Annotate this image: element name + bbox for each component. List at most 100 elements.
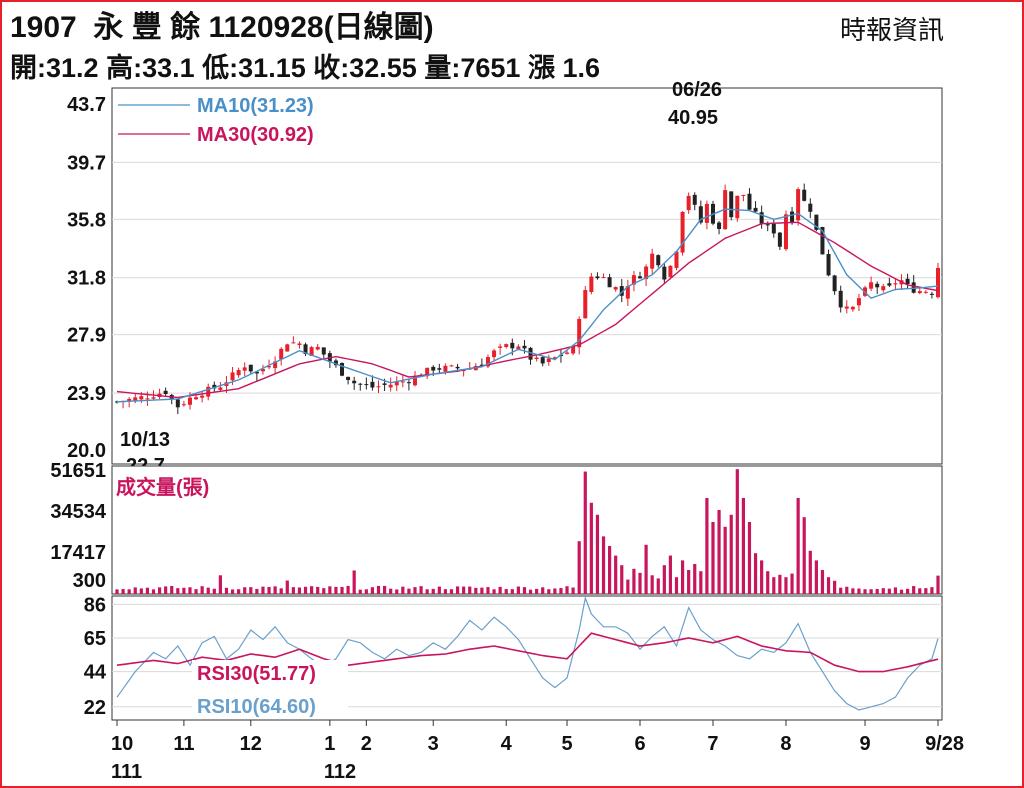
candle-body — [856, 298, 861, 306]
candle-body — [303, 344, 308, 354]
volume-bar — [565, 586, 569, 594]
rsi-tick-label: 22 — [84, 697, 106, 719]
volume-bar — [522, 587, 527, 594]
date-code: 1120928 — [208, 11, 324, 44]
candle-body — [528, 347, 533, 360]
volume-bar — [851, 588, 855, 594]
volume-bar — [626, 579, 630, 594]
volume-bar — [358, 589, 362, 594]
volume-bar — [413, 587, 417, 594]
x-tick-label: 8 — [780, 733, 791, 755]
candle-body — [455, 366, 460, 369]
candle-body — [163, 390, 168, 395]
x-tick-label: 2 — [361, 733, 372, 755]
x-tick-label: 11 — [173, 733, 194, 755]
quote-open: 31.2 — [46, 53, 99, 83]
ma10-line — [116, 208, 939, 403]
quote-summary: 開:31.2 高:33.1 低:31.15 收:32.55 量:7651 漲 1… — [10, 53, 600, 83]
candle-body — [923, 291, 928, 293]
candle-body — [230, 372, 235, 381]
volume-bar — [820, 569, 825, 594]
x-tick-label: 4 — [501, 733, 513, 755]
candle-body — [917, 291, 922, 294]
volume-bar — [583, 471, 587, 594]
volume-bar — [571, 587, 575, 594]
volume-bar — [218, 575, 222, 594]
volume-bar — [486, 587, 490, 594]
volume-bar — [395, 589, 399, 594]
price-panel-border — [111, 87, 943, 465]
volume-bars — [115, 469, 940, 594]
volume-bar — [601, 536, 606, 594]
candle-body — [844, 306, 849, 309]
candle-body — [668, 265, 673, 277]
volume-bar — [808, 550, 812, 594]
rsi-legend: RSI30(51.77) RSI10(64.60) — [192, 660, 348, 718]
candle-body — [601, 277, 606, 279]
candle-body — [631, 275, 636, 285]
volume-bar — [267, 586, 271, 594]
candle-body — [595, 276, 600, 279]
volume-bar — [632, 568, 636, 594]
high-date-annotation: 06/26 — [672, 79, 722, 101]
candle-body — [887, 283, 892, 286]
candle-body — [826, 254, 831, 276]
candle-body — [115, 401, 119, 403]
volume-bar — [662, 565, 666, 594]
price-tick-label: 43.7 — [67, 94, 106, 116]
candle-body — [242, 367, 247, 371]
volume-bar — [595, 514, 600, 594]
volume-bar — [547, 589, 551, 594]
volume-bar — [741, 497, 745, 594]
volume-bar — [608, 545, 612, 594]
volume-bar — [802, 517, 806, 594]
volume-bar — [766, 571, 770, 594]
candle-body — [516, 346, 521, 350]
rsi30-legend-bg — [192, 660, 348, 684]
candle-body — [546, 358, 551, 363]
candle-body — [285, 344, 290, 352]
candle-body — [771, 223, 776, 234]
volume-tick-label: 300 — [73, 570, 106, 592]
candle-body — [753, 207, 758, 212]
candle-body — [552, 357, 557, 360]
rsi10-line — [116, 595, 939, 711]
candle-body — [589, 276, 594, 293]
candle-body — [260, 369, 265, 372]
candle-body — [443, 365, 448, 372]
candle-body — [522, 345, 527, 349]
volume-bar — [857, 588, 861, 594]
volume-bar — [839, 587, 843, 594]
candle-body — [127, 398, 132, 402]
quote-change-label: 漲 — [527, 53, 555, 83]
volume-bar — [705, 497, 709, 594]
volume-bar — [340, 586, 344, 594]
candle-body — [504, 344, 509, 347]
candle-body — [479, 364, 484, 366]
x-tick-label: 9 — [859, 733, 870, 755]
volume-bar — [699, 571, 703, 594]
candle-body — [352, 380, 357, 384]
candle-body — [704, 203, 709, 223]
candle-body — [273, 361, 278, 369]
volume-bar — [614, 555, 618, 594]
volume-bar — [875, 588, 879, 594]
candle-body — [686, 195, 691, 211]
candle-body — [644, 266, 649, 280]
ma10-legend: MA10(31.23) — [197, 95, 314, 117]
volume-bar — [674, 577, 679, 594]
volume-bar — [346, 585, 350, 594]
rsi30-line — [116, 632, 939, 673]
volume-bar — [772, 577, 776, 594]
volume-bar — [352, 570, 356, 594]
volume-bar — [255, 588, 259, 594]
candle-body — [698, 206, 703, 223]
volume-bar — [729, 514, 733, 594]
price-tick-label: 20.0 — [67, 440, 106, 462]
candle-body — [838, 290, 843, 308]
data-source: 時報資訊 — [839, 15, 944, 45]
volume-bar — [863, 589, 867, 594]
quote-volume: 7651 — [460, 53, 521, 83]
volume-bar — [468, 586, 472, 594]
